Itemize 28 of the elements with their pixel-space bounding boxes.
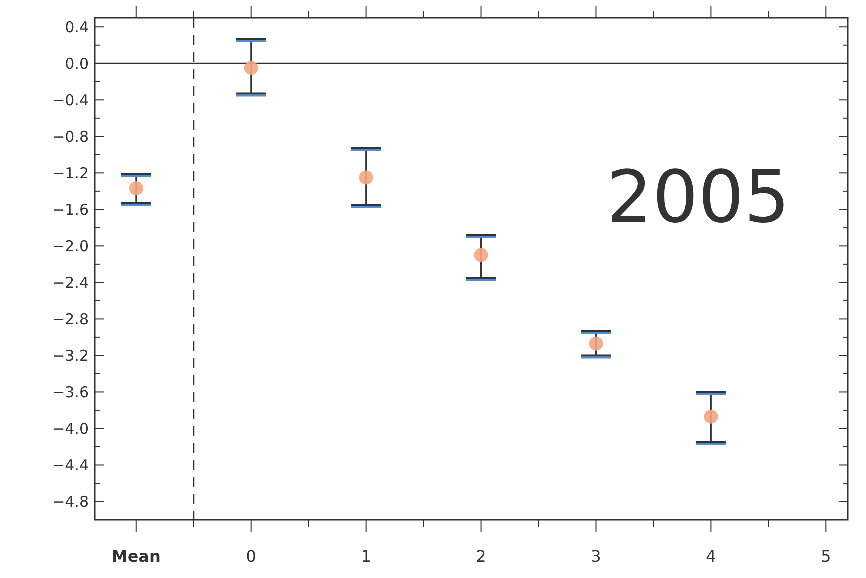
y-tick-label: −0.8: [52, 128, 89, 146]
y-tick-label: −4.0: [52, 420, 89, 438]
x-tick-label: 2: [476, 547, 486, 566]
x-tick-label: 0: [246, 547, 256, 566]
x-tick-label: 4: [706, 547, 716, 566]
y-tick-label: −3.6: [52, 383, 89, 402]
point: [704, 410, 718, 424]
x-tick-label: Mean: [112, 547, 161, 566]
y-tick-label: 0.0: [65, 54, 89, 73]
y-tick-label: −1.6: [52, 200, 89, 219]
y-tick-label: 0.4: [65, 18, 89, 36]
x-tick-label: 3: [591, 547, 602, 566]
point: [589, 336, 604, 351]
y-tick-label: −2.0: [52, 237, 89, 256]
y-tick-label: −4.8: [52, 492, 89, 511]
y-tick-label: −1.2: [52, 164, 89, 182]
x-tick-label: 5: [821, 547, 832, 566]
point: [129, 182, 144, 196]
y-tick-label: −2.4: [52, 274, 89, 292]
y-tick-label: −2.8: [52, 310, 89, 328]
y-tick-label: −4.4: [52, 456, 89, 474]
y-tick-label: −3.2: [52, 346, 89, 365]
point: [244, 61, 258, 76]
annotation: 2005: [606, 155, 790, 239]
point: [359, 170, 374, 185]
point: [474, 248, 488, 262]
y-tick-label: −0.4: [52, 91, 89, 110]
x-tick-label: 1: [361, 547, 372, 566]
